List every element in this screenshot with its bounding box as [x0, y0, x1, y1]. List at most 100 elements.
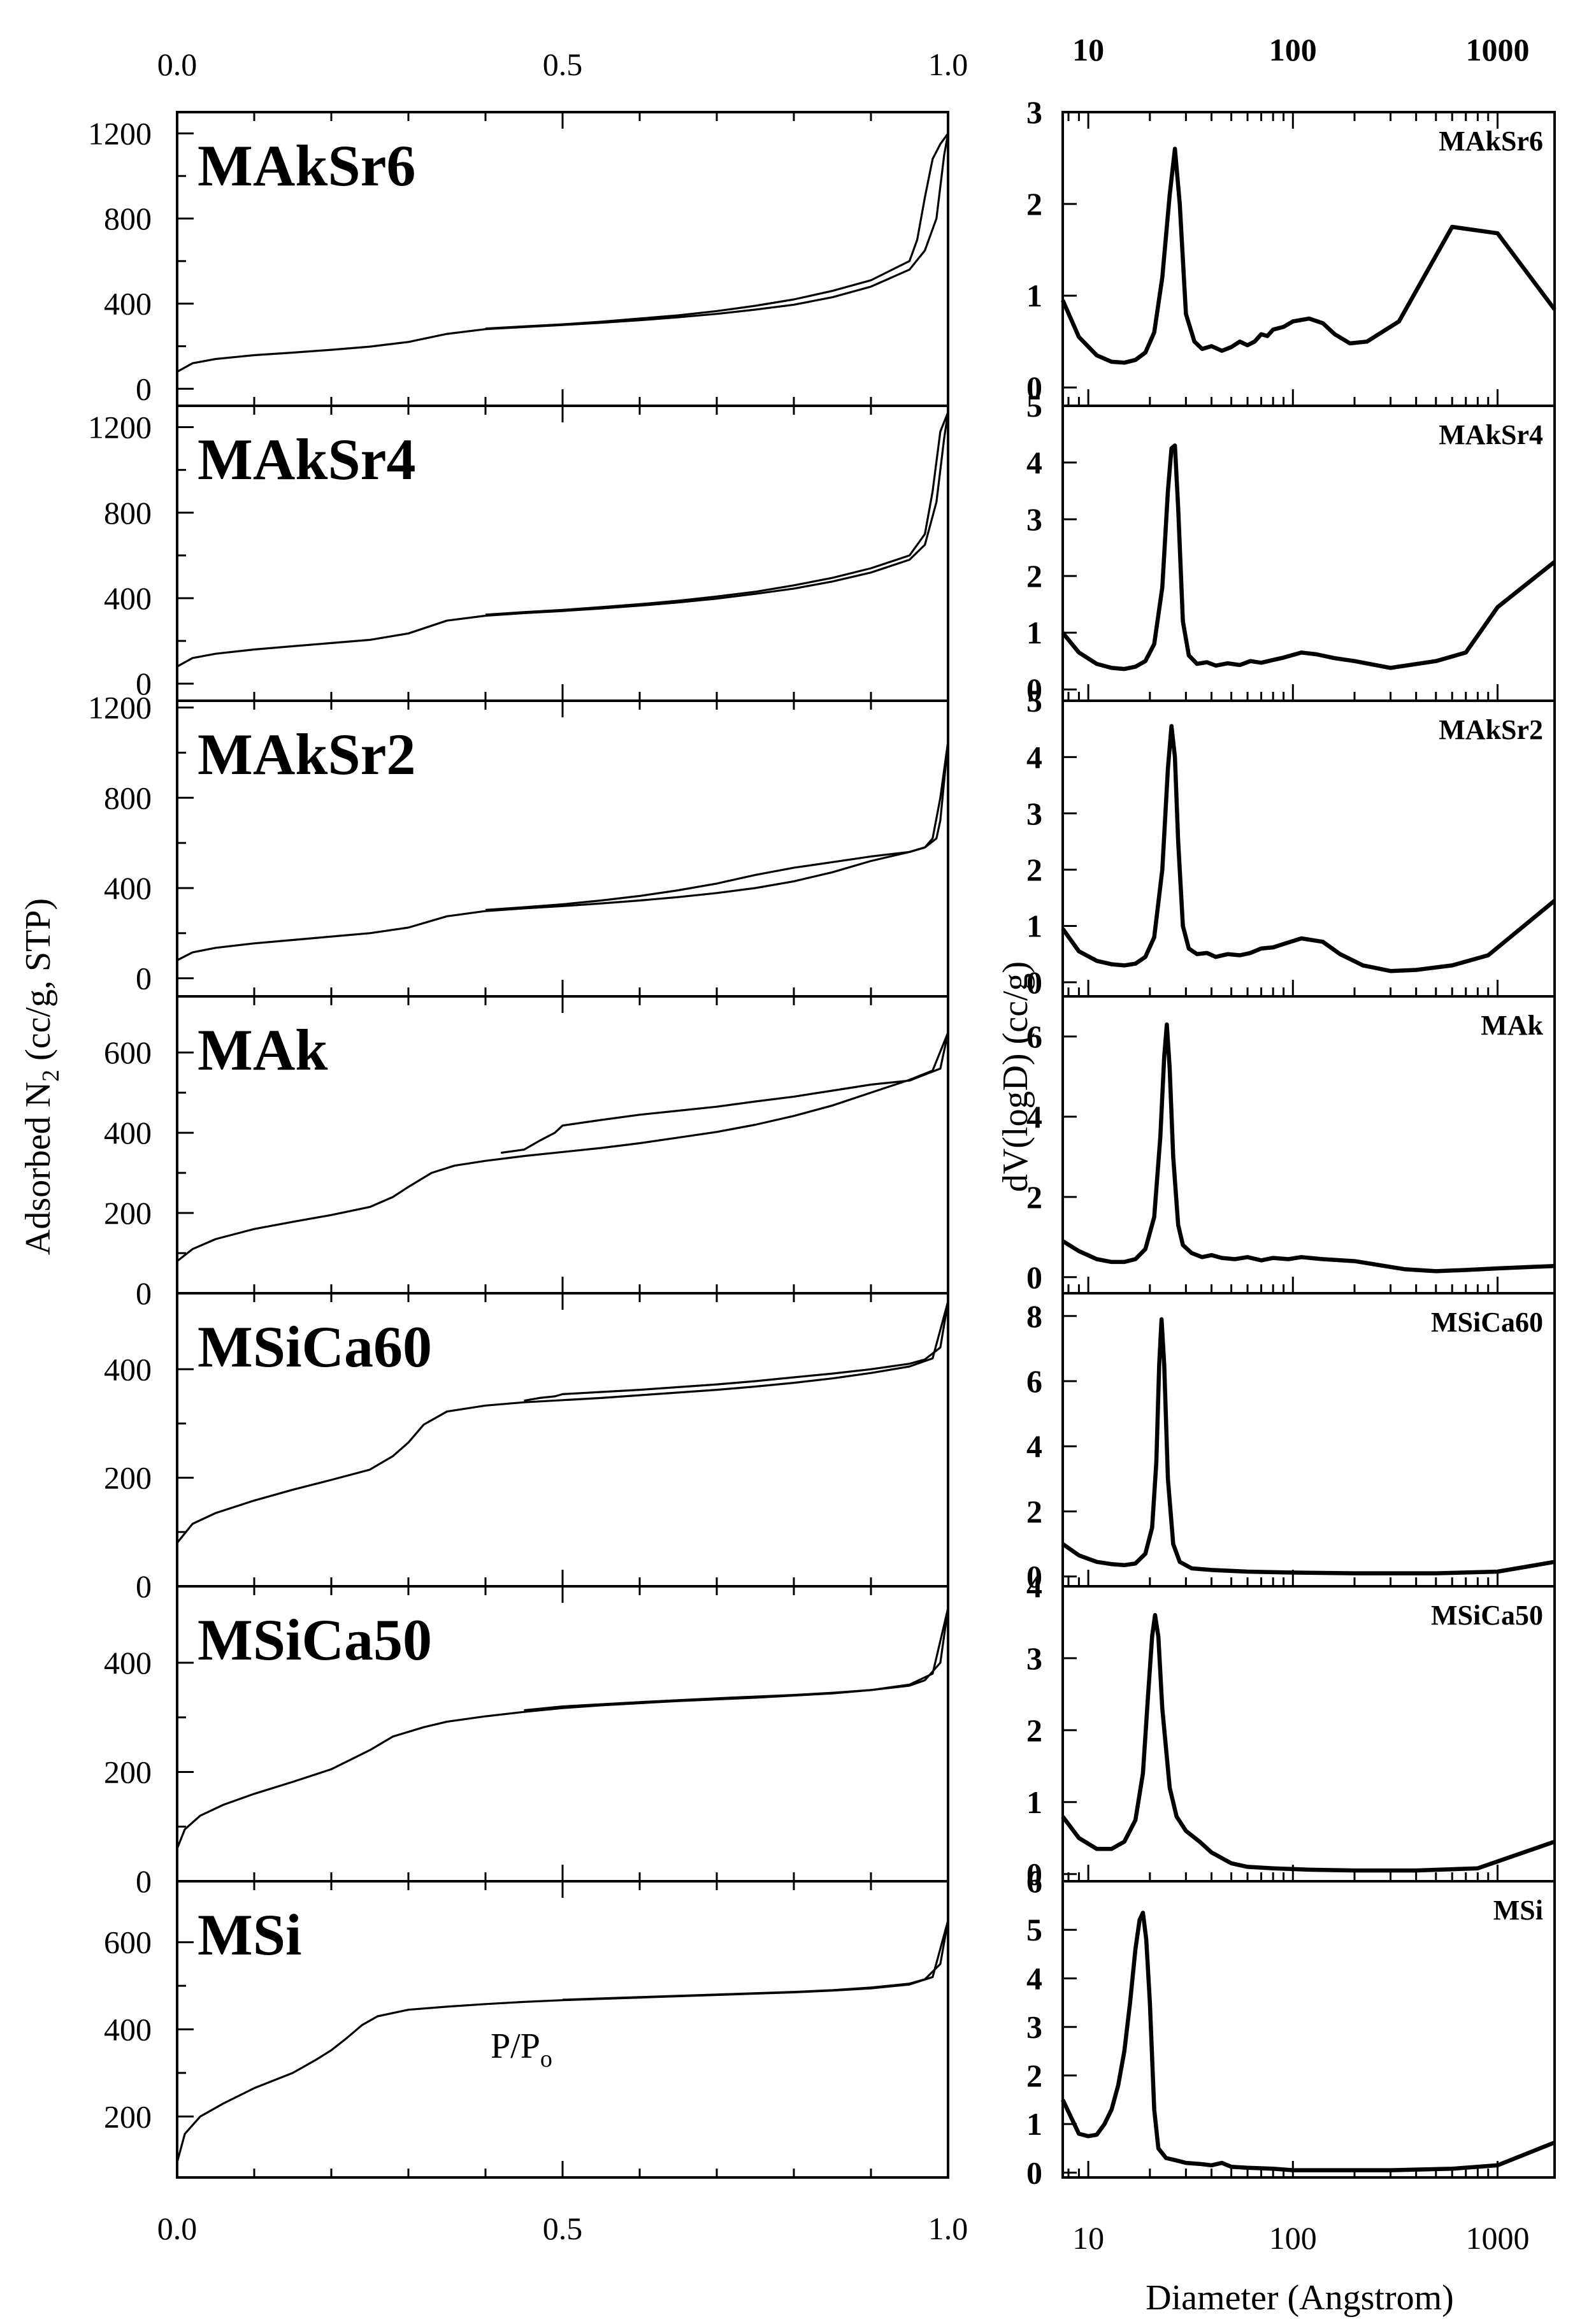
y-tick-label: 5: [1026, 683, 1042, 719]
y-tick-label: 5: [1026, 388, 1042, 424]
isotherm-sample-label: MSiCa60: [198, 1314, 432, 1379]
y-tick-label: 4: [1026, 445, 1042, 480]
y-tick-label: 1: [1026, 278, 1042, 313]
y-tick-label: 2: [1026, 1179, 1042, 1215]
isotherm-x-axis: 0.0 0.0 0.5 0.5 1.0 1.0: [157, 47, 968, 2246]
y-tick-label: 1200: [88, 690, 152, 726]
psd-panels: 0 1 2 3 MAkSr6 0 1 2 3 4 5 MAkSr4 0 1 2 3 4 5 MAkSr2 0 2 4 6 MA…: [1026, 94, 1556, 2190]
isotherm-panel: 0 400 800 1200 MAkSr2: [88, 690, 949, 998]
y-tick-label: 0: [1026, 1856, 1042, 1892]
y-tick-label: 2: [1026, 2058, 1042, 2093]
y-tick-label: 6: [1026, 1363, 1042, 1399]
isotherm-sample-label: MSi: [198, 1902, 302, 1967]
y-tick-label: 200: [104, 1195, 152, 1231]
psd-panel: 0 1 2 3 MAkSr6: [1026, 94, 1556, 407]
psd-curve: [1061, 724, 1556, 973]
y-tick-label: 1200: [88, 115, 152, 151]
x-tick-label-top: 0.0: [157, 47, 198, 82]
x-tick-label-bottom: 1000: [1465, 2220, 1529, 2256]
psd-sample-label: MSi: [1493, 1895, 1543, 1926]
psd-panel: 0 1 2 3 4 5 MAkSr2: [1026, 683, 1556, 1000]
y-tick-label: 200: [104, 2098, 152, 2134]
x-tick-label-bottom: 0.0: [157, 2211, 198, 2246]
psd-x-axis: 10 10 100 100 1000 1000: [1072, 32, 1529, 2256]
y-tick-label: 2: [1026, 1493, 1042, 1529]
y-tick-label: 400: [104, 2012, 152, 2048]
y-tick-label: 400: [104, 286, 152, 322]
y-tick-label: 0: [1026, 671, 1042, 707]
y-tick-label: 800: [104, 201, 152, 236]
isotherm-panels: 0 400 800 1200 MAkSr6 0 400 800 1200 MAkSr4 0 400 80…: [88, 111, 949, 2179]
psd-sample-label: MAk: [1481, 1010, 1543, 1041]
y-tick-label: 0: [136, 961, 152, 996]
psd-sample-label: MAkSr2: [1439, 714, 1543, 745]
x-tick-label-bottom: 1.0: [928, 2211, 968, 2246]
isotherm-sample-label: MAkSr2: [198, 722, 415, 787]
pressure-ratio-label: P/Po: [491, 2026, 552, 2072]
x-tick-label-bottom: 10: [1072, 2220, 1104, 2256]
y-tick-label: 0: [136, 1568, 152, 1604]
y-tick-label: 3: [1026, 501, 1042, 537]
y-tick-label: 3: [1026, 2009, 1042, 2045]
y-tick-label: 400: [104, 1645, 152, 1681]
y-tick-label: 3: [1026, 796, 1042, 831]
psd-sample-label: MAkSr4: [1439, 419, 1543, 450]
psd-sample-label: MAkSr6: [1439, 126, 1543, 157]
y-tick-label: 1: [1026, 615, 1042, 650]
y-tick-label: 400: [104, 1115, 152, 1151]
adsorption-branch: [176, 1301, 949, 1544]
x-tick-label-bottom: 0.5: [543, 2211, 583, 2246]
isotherm-panel: 0 200 400 MSiCa60: [104, 1292, 949, 1604]
psd-sample-label: MSiCa60: [1431, 1307, 1543, 1338]
isotherm-sample-label: MAk: [198, 1017, 328, 1082]
psd-curve: [1061, 443, 1556, 671]
y-tick-label: 400: [104, 1351, 152, 1387]
psd-curve: [1061, 147, 1556, 365]
x-tick-label-top: 1000: [1465, 32, 1529, 68]
y-tick-label: 4: [1026, 1960, 1042, 1996]
y-tick-label: 4: [1026, 739, 1042, 775]
y-tick-label: 2: [1026, 558, 1042, 594]
psd-y-axis-title: dV(logD) (cc/g): [996, 961, 1035, 1192]
y-tick-label: 0: [1026, 2155, 1042, 2190]
y-tick-label: 0: [136, 666, 152, 701]
psd-panel: 0 1 2 3 4 5 6 MSi: [1026, 1863, 1556, 2190]
y-tick-label: 4: [1026, 1099, 1042, 1135]
y-tick-label: 800: [104, 780, 152, 815]
isotherm-panel: 0 400 800 1200 MAkSr6: [88, 111, 949, 407]
desorption-branch: [500, 1032, 949, 1154]
y-tick-label: 2: [1026, 186, 1042, 222]
y-tick-label: 0: [136, 371, 152, 406]
x-tick-label-top: 1.0: [928, 47, 968, 82]
y-tick-label: 0: [136, 1275, 152, 1311]
desorption-branch: [524, 1301, 949, 1402]
psd-panel: 0 2 4 6 MAk: [1026, 995, 1556, 1295]
y-tick-label: 2: [1026, 852, 1042, 887]
psd-panel: 0 1 2 3 4 5 MAkSr4: [1026, 388, 1556, 707]
y-tick-label: 6: [1026, 1019, 1042, 1054]
y-tick-label: 1: [1026, 2106, 1042, 2142]
adsorption-branch: [176, 412, 949, 668]
isotherm-sample-label: MSiCa50: [198, 1607, 432, 1672]
x-tick-label-bottom: 100: [1269, 2220, 1317, 2256]
y-tick-label: 8: [1026, 1298, 1042, 1334]
y-tick-label: 600: [104, 1925, 152, 1960]
y-tick-label: 3: [1026, 1640, 1042, 1676]
x-tick-label-top: 10: [1072, 32, 1104, 68]
isotherm-y-axis-title: Adsorbed N2 (cc/g, STP): [18, 898, 64, 1255]
y-tick-label: 800: [104, 495, 152, 531]
desorption-branch: [485, 741, 949, 911]
y-tick-label: 1: [1026, 1784, 1042, 1820]
y-tick-label: 200: [104, 1754, 152, 1790]
y-tick-label: 1: [1026, 908, 1042, 944]
y-tick-label: 0: [1026, 965, 1042, 1000]
y-tick-label: 600: [104, 1035, 152, 1070]
isotherm-panel: 0 200 400 MSiCa50: [104, 1585, 949, 1899]
isotherm-panel: 0 200 400 600 MAk: [104, 995, 949, 1311]
y-tick-label: 0: [136, 1863, 152, 1899]
y-tick-label: 0: [1026, 369, 1042, 405]
psd-x-axis-title: Diameter (Angstrom): [1146, 2278, 1454, 2318]
y-tick-label: 400: [104, 580, 152, 616]
x-tick-label-top: 100: [1269, 32, 1317, 68]
